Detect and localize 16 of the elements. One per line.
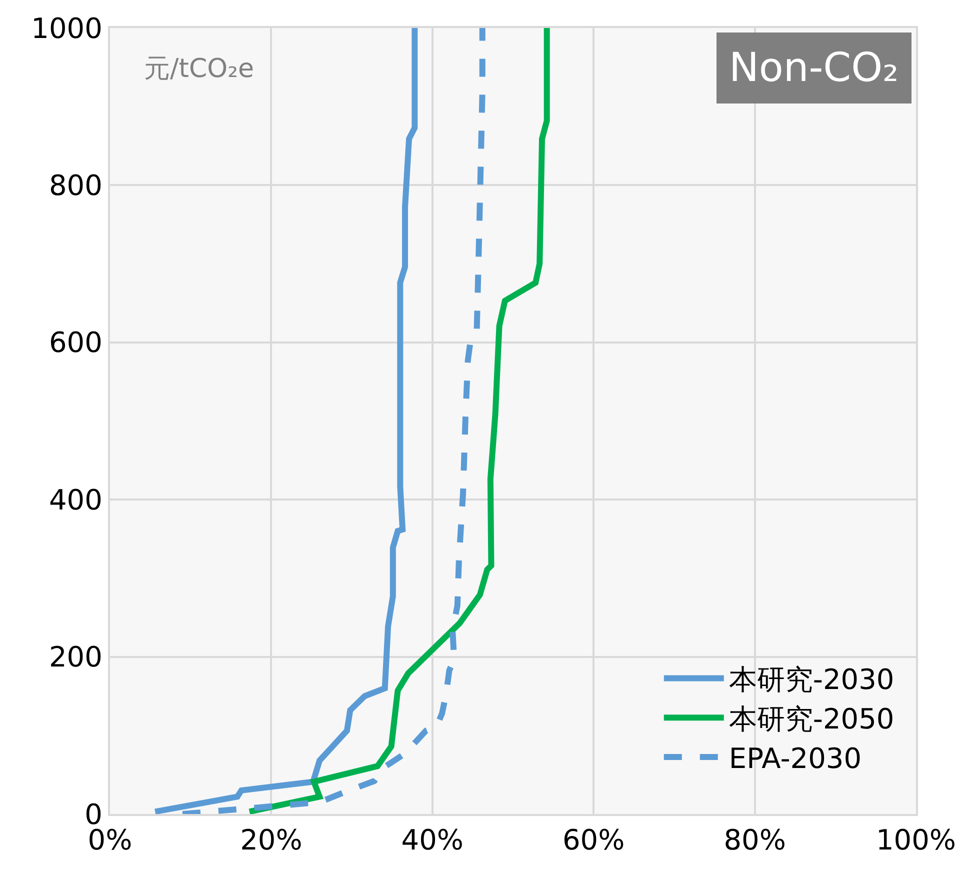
y-tick-label: 1000 <box>31 12 102 45</box>
x-tick-label: 100% <box>876 824 956 857</box>
legend-label: EPA-2030 <box>728 742 862 775</box>
y-tick-label: 400 <box>48 483 102 516</box>
y-tick-label: 800 <box>48 169 102 202</box>
x-tick-label: 20% <box>240 824 302 857</box>
x-tick-label: 40% <box>401 824 464 857</box>
x-tick-label: 80% <box>724 824 786 857</box>
y-tick-label: 200 <box>48 640 102 674</box>
annotation: Non-CO₂ <box>729 45 899 91</box>
y-tick-label: 600 <box>48 326 102 360</box>
legend-label: 本研究-2050 <box>728 702 894 736</box>
x-tick-label: 0% <box>88 824 132 857</box>
legend-label: 本研究-2030 <box>728 663 894 696</box>
x-tick-label: 60% <box>562 824 625 857</box>
annotation: 元/tCO₂e <box>144 54 254 84</box>
